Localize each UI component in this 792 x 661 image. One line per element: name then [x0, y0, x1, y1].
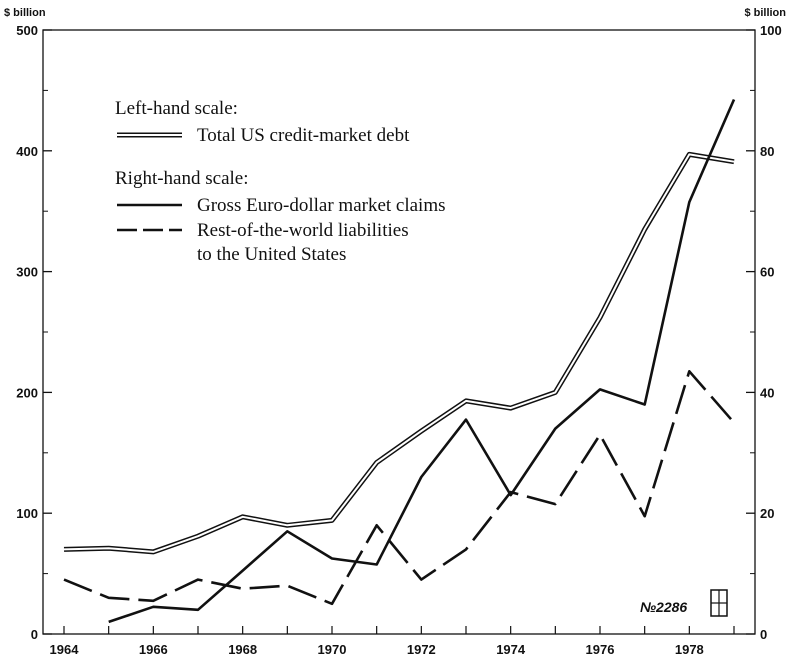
- right-axis-unit: $ billion: [744, 7, 786, 19]
- series-line: [63, 369, 735, 606]
- series-0: [63, 151, 735, 555]
- legend-label-rest-of-world-2: to the United States: [197, 244, 346, 265]
- legend-heading-left: Left-hand scale:: [115, 98, 238, 119]
- legend-label-eurodollar: Gross Euro-dollar market claims: [197, 195, 446, 216]
- x-tick-label: 1974: [496, 642, 526, 657]
- x-tick-label: 1972: [407, 642, 436, 657]
- left-tick-label: 300: [16, 265, 38, 280]
- left-tick-label: 400: [16, 144, 38, 159]
- left-tick-label: 200: [16, 385, 38, 400]
- left-axis-unit: $ billion: [4, 7, 46, 19]
- right-tick-label: 40: [760, 385, 774, 400]
- right-tick-label: 0: [760, 627, 767, 642]
- series-line: [108, 98, 736, 624]
- left-axis: 0 100 200 300 400 500: [16, 23, 52, 642]
- right-tick-label: 80: [760, 144, 774, 159]
- left-tick-label: 0: [31, 627, 38, 642]
- right-tick-label: 60: [760, 265, 774, 280]
- x-tick-label: 1964: [50, 642, 80, 657]
- x-axis: 1964 1966 1968 1970 1972 1974 1976 1978: [50, 626, 735, 657]
- x-tick-label: 1978: [675, 642, 704, 657]
- bis-logo: [710, 589, 728, 617]
- legend-label-credit-debt: Total US credit-market debt: [197, 125, 410, 146]
- series-2: [63, 369, 735, 606]
- left-tick-label: 100: [16, 506, 38, 521]
- right-axis: 0 20 40 60 80 100: [746, 23, 782, 642]
- plot-frame: [42, 29, 756, 635]
- legend-label-rest-of-world-1: Rest-of-the-world liabilities: [197, 220, 409, 241]
- x-tick-label: 1976: [586, 642, 615, 657]
- series-line-inner: [63, 153, 735, 553]
- series-layer: [63, 98, 736, 624]
- chart-number-annotation: №2286: [640, 599, 687, 615]
- legend-heading-right: Right-hand scale:: [115, 168, 249, 189]
- legend: Left-hand scale: Total US credit-market …: [115, 98, 446, 265]
- right-tick-label: 100: [760, 23, 782, 38]
- series-1: [108, 98, 736, 624]
- x-tick-label: 1970: [318, 642, 347, 657]
- x-tick-label: 1966: [139, 642, 168, 657]
- x-tick-label: 1968: [228, 642, 257, 657]
- left-tick-label: 500: [16, 23, 38, 38]
- right-tick-label: 20: [760, 506, 774, 521]
